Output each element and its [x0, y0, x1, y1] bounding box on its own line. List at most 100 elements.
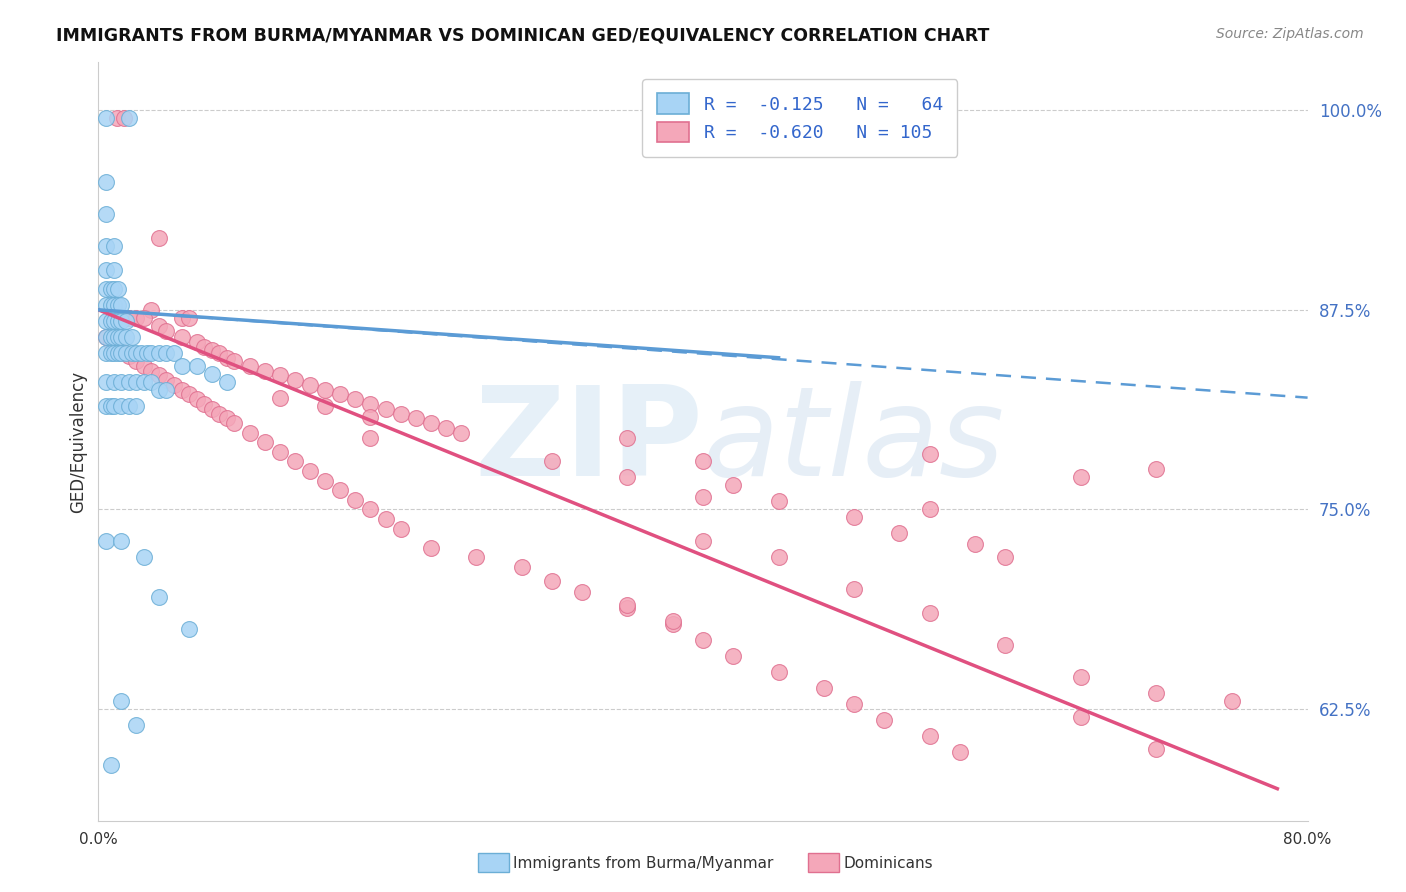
Point — [170, 330, 193, 344]
Point — [193, 397, 215, 411]
Point — [103, 375, 125, 389]
Point — [344, 392, 367, 407]
Point — [94, 263, 117, 277]
Point — [141, 363, 163, 377]
Point — [1070, 710, 1092, 724]
Point — [114, 346, 136, 360]
Point — [844, 582, 866, 597]
Point — [110, 534, 132, 549]
Point — [94, 298, 117, 312]
Point — [141, 346, 163, 360]
Point — [844, 510, 866, 524]
Point — [450, 425, 472, 440]
Point — [510, 559, 533, 574]
Point — [114, 330, 136, 344]
Point — [141, 375, 163, 389]
Point — [141, 302, 163, 317]
Point — [125, 310, 148, 325]
Point — [918, 729, 941, 743]
Point — [215, 411, 238, 425]
Point — [299, 377, 322, 392]
Point — [329, 483, 352, 498]
Point — [723, 478, 745, 492]
Point — [1070, 670, 1092, 684]
Point — [103, 399, 125, 413]
Point — [103, 346, 125, 360]
Point — [768, 550, 790, 565]
Point — [155, 373, 177, 387]
Point — [103, 314, 125, 328]
Point — [118, 375, 141, 389]
Point — [434, 421, 457, 435]
Point — [224, 416, 246, 430]
Point — [661, 614, 683, 628]
Point — [179, 387, 201, 401]
Point — [103, 263, 125, 277]
Point — [110, 375, 132, 389]
Point — [374, 401, 396, 416]
Point — [100, 298, 122, 312]
Point — [94, 175, 117, 189]
Point — [918, 502, 941, 516]
Point — [179, 622, 201, 636]
Point — [1070, 470, 1092, 484]
Point — [100, 757, 122, 772]
Point — [374, 512, 396, 526]
Text: ZIP: ZIP — [474, 381, 703, 502]
Point — [465, 550, 488, 565]
Point — [253, 435, 276, 450]
Point — [540, 454, 562, 468]
Point — [107, 298, 129, 312]
Point — [118, 112, 141, 126]
Point — [103, 330, 125, 344]
Point — [121, 346, 143, 360]
Point — [186, 392, 208, 407]
Point — [616, 470, 638, 484]
Point — [314, 474, 336, 488]
Point — [170, 359, 193, 373]
Point — [616, 431, 638, 445]
Point — [571, 585, 593, 599]
Point — [201, 343, 224, 357]
Point — [125, 354, 148, 368]
Point — [239, 359, 262, 373]
Point — [94, 282, 117, 296]
Point — [103, 340, 125, 354]
Point — [110, 314, 132, 328]
Point — [94, 399, 117, 413]
Point — [692, 454, 714, 468]
Point — [125, 346, 148, 360]
Point — [148, 346, 170, 360]
Point — [94, 346, 117, 360]
Point — [105, 112, 128, 126]
Point — [110, 694, 132, 708]
Point — [1144, 741, 1167, 756]
Point — [170, 383, 193, 397]
Point — [132, 550, 155, 565]
Point — [224, 354, 246, 368]
Point — [110, 344, 132, 359]
Point — [314, 399, 336, 413]
Point — [132, 310, 155, 325]
Point — [110, 298, 132, 312]
Point — [129, 346, 152, 360]
Point — [103, 298, 125, 312]
Point — [94, 239, 117, 253]
Point — [692, 633, 714, 648]
Point — [100, 334, 122, 349]
Point — [118, 310, 141, 325]
Point — [1144, 462, 1167, 476]
Point — [100, 399, 122, 413]
Point — [616, 598, 638, 612]
Point — [125, 399, 148, 413]
Point — [889, 526, 911, 541]
Point — [94, 534, 117, 549]
Point — [284, 454, 307, 468]
Point — [112, 112, 135, 126]
Point — [405, 411, 427, 425]
Point — [94, 330, 117, 344]
Point — [873, 713, 896, 727]
Point — [148, 590, 170, 604]
Point — [110, 310, 132, 325]
Point — [132, 375, 155, 389]
